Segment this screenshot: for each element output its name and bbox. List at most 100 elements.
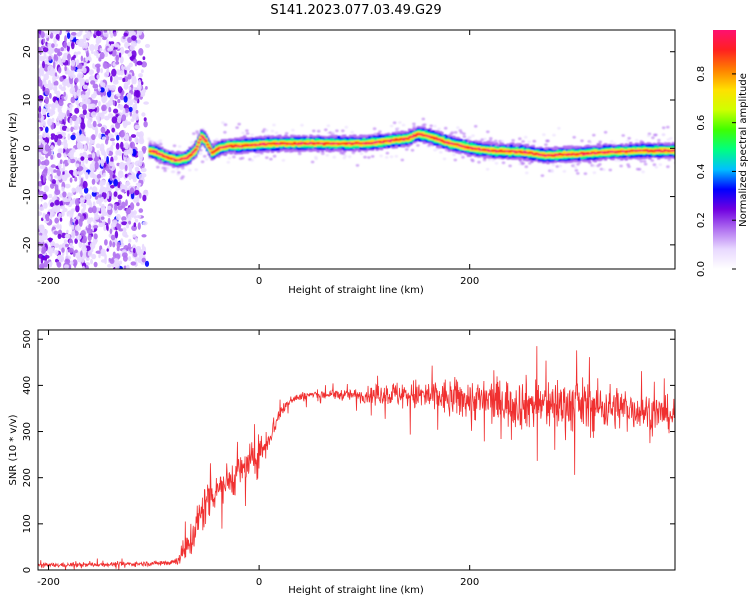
noise-speckle xyxy=(91,152,96,159)
ridge-cell xyxy=(195,145,199,148)
noise-speckle xyxy=(117,170,124,179)
noise-speckle xyxy=(43,159,50,166)
noise-speckle xyxy=(81,265,86,269)
noise-speckle xyxy=(87,88,91,96)
ridge-halo xyxy=(489,137,493,140)
noise-speckle xyxy=(83,144,88,152)
ridge-halo xyxy=(232,155,236,159)
noise-speckle xyxy=(80,156,85,161)
noise-speckle xyxy=(41,170,48,177)
spectrogram-ridge xyxy=(147,117,675,180)
ridge-halo xyxy=(343,154,348,158)
ridge-cell xyxy=(278,143,282,145)
noise-speckle xyxy=(96,150,100,157)
noise-speckle xyxy=(69,117,73,126)
noise-speckle xyxy=(67,41,72,47)
ridge-halo xyxy=(491,158,496,162)
noise-speckle xyxy=(103,225,107,232)
ridge-halo xyxy=(654,133,658,137)
noise-speckle xyxy=(82,235,88,243)
noise-speckle xyxy=(87,234,92,242)
noise-speckle xyxy=(63,84,66,89)
noise-speckle xyxy=(106,191,110,200)
ridge-halo xyxy=(487,158,492,162)
noise-speckle xyxy=(98,132,102,139)
ridge-cell xyxy=(207,146,211,149)
noise-speckle xyxy=(80,230,86,237)
ridge-halo xyxy=(152,141,157,145)
ridge-halo xyxy=(652,163,657,167)
noise-speckle xyxy=(88,76,93,81)
ridge-halo xyxy=(544,143,548,147)
ridge-halo xyxy=(524,165,529,169)
noise-speckle xyxy=(137,30,142,36)
noise-speckle xyxy=(67,53,71,61)
noise-speckle xyxy=(82,136,87,141)
noise-speckle xyxy=(93,216,100,220)
ridge-cell xyxy=(431,136,435,139)
noise-speckle xyxy=(121,216,127,222)
ridge-halo xyxy=(485,167,490,171)
noise-speckle xyxy=(100,203,106,212)
noise-speckle xyxy=(77,165,83,172)
noise-speckle xyxy=(91,134,96,141)
ridge-halo xyxy=(557,126,561,130)
noise-speckle xyxy=(41,246,47,253)
noise-speckle xyxy=(109,228,113,235)
noise-speckle xyxy=(133,196,138,203)
ridge-halo xyxy=(344,125,349,129)
ridge-halo xyxy=(583,172,588,176)
noise-speckle xyxy=(135,215,142,219)
ridge-halo xyxy=(471,134,475,138)
noise-speckle xyxy=(78,186,83,195)
noise-speckle xyxy=(121,64,124,71)
noise-speckle xyxy=(39,121,43,127)
noise-speckle xyxy=(38,253,44,259)
noise-speckle xyxy=(71,230,76,239)
noise-speckle xyxy=(71,187,76,193)
noise-speckle xyxy=(70,217,73,226)
noise-speckle xyxy=(59,168,65,172)
ridge-halo xyxy=(546,139,550,143)
noise-speckle xyxy=(123,85,129,90)
ridge-halo xyxy=(642,160,647,163)
noise-speckle xyxy=(73,262,77,268)
noise-speckle xyxy=(43,83,50,88)
noise-speckle xyxy=(142,221,148,226)
noise-speckle xyxy=(41,108,47,116)
noise-speckle xyxy=(48,109,55,115)
spectrogram-ylabel: Frequency (Hz) xyxy=(8,112,19,188)
ridge-halo xyxy=(172,144,177,148)
noise-speckle xyxy=(66,30,70,33)
ridge-halo xyxy=(532,139,537,143)
noise-speckle xyxy=(104,52,108,57)
colorbar: 0.0 0.2 0.4 0.6 0.8 Normalized spectral ampl… xyxy=(696,30,749,277)
noise-speckle xyxy=(124,67,131,71)
noise-speckle xyxy=(52,61,56,69)
noise-speckle xyxy=(63,91,66,97)
noise-speckle xyxy=(83,62,87,67)
noise-speckle xyxy=(43,53,47,60)
snr-xtick-label: -200 xyxy=(37,577,60,588)
ridge-halo xyxy=(661,126,666,130)
noise-speckle xyxy=(52,205,58,213)
noise-speckle xyxy=(136,60,143,66)
noise-speckle xyxy=(74,176,78,182)
noise-speckle xyxy=(136,39,141,44)
noise-speckle xyxy=(49,211,53,219)
noise-speckle xyxy=(97,194,103,198)
noise-speckle xyxy=(108,106,112,113)
noise-speckle xyxy=(59,99,64,103)
noise-speckle xyxy=(82,180,88,189)
noise-speckle xyxy=(118,260,123,265)
noise-speckle xyxy=(59,205,66,209)
ridge-halo xyxy=(494,161,499,165)
ridge-cell xyxy=(185,157,189,160)
noise-speckle xyxy=(99,48,103,52)
noise-speckle xyxy=(133,59,136,64)
ridge-halo xyxy=(552,133,556,137)
noise-speckle xyxy=(76,141,82,150)
ridge-cell xyxy=(486,148,490,151)
ridge-halo xyxy=(158,139,163,143)
noise-speckle xyxy=(75,204,80,213)
